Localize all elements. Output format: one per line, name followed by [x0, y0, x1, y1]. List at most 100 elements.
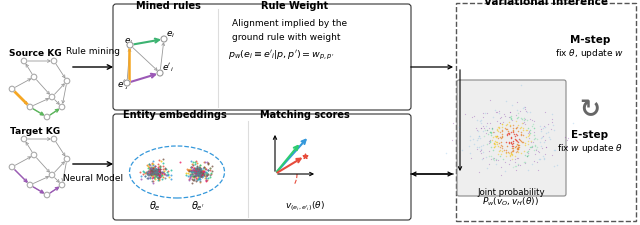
- Point: [508, 143, 518, 146]
- Point: [195, 169, 205, 172]
- Point: [191, 173, 202, 177]
- Point: [147, 172, 157, 176]
- Point: [531, 148, 541, 152]
- Point: [535, 124, 545, 128]
- Point: [498, 158, 508, 162]
- Point: [199, 171, 209, 174]
- Point: [193, 173, 203, 177]
- Point: [488, 131, 498, 134]
- Point: [465, 157, 476, 160]
- Point: [516, 133, 527, 137]
- Point: [188, 163, 198, 167]
- Point: [504, 133, 515, 136]
- Point: [193, 166, 203, 170]
- Point: [192, 171, 202, 175]
- Point: [150, 171, 160, 175]
- Point: [150, 170, 161, 174]
- Point: [467, 138, 477, 142]
- Circle shape: [31, 75, 36, 81]
- Point: [145, 169, 156, 173]
- Point: [138, 170, 148, 173]
- Point: [504, 124, 515, 127]
- Point: [192, 172, 202, 176]
- Point: [486, 158, 496, 161]
- Point: [548, 123, 559, 127]
- Point: [191, 173, 201, 177]
- Point: [494, 126, 504, 129]
- Point: [474, 135, 484, 139]
- Point: [495, 154, 505, 158]
- Point: [486, 146, 496, 149]
- Point: [513, 130, 524, 133]
- Point: [522, 154, 532, 158]
- Point: [192, 172, 202, 175]
- Point: [194, 170, 204, 174]
- Point: [154, 175, 164, 179]
- Point: [196, 174, 207, 177]
- Point: [548, 165, 559, 168]
- Point: [529, 130, 539, 134]
- Point: [525, 140, 536, 143]
- Point: [192, 167, 202, 171]
- Point: [492, 110, 502, 114]
- Point: [147, 170, 157, 173]
- Point: [536, 137, 546, 140]
- Point: [540, 153, 550, 156]
- Point: [195, 163, 205, 167]
- Point: [191, 167, 201, 171]
- Point: [488, 135, 499, 139]
- Point: [196, 170, 206, 173]
- Point: [150, 169, 160, 173]
- Point: [198, 174, 208, 178]
- Point: [522, 111, 532, 115]
- Point: [193, 161, 203, 165]
- Point: [143, 173, 154, 177]
- Point: [148, 173, 158, 177]
- Point: [500, 115, 511, 119]
- Point: [147, 168, 157, 172]
- Point: [501, 124, 511, 128]
- Point: [525, 117, 535, 121]
- Point: [447, 121, 458, 125]
- Point: [193, 170, 203, 174]
- Point: [154, 176, 164, 179]
- Point: [511, 146, 522, 150]
- Point: [200, 177, 211, 180]
- Point: [182, 168, 193, 172]
- Point: [550, 149, 560, 153]
- Point: [496, 144, 506, 147]
- Point: [193, 170, 203, 174]
- Point: [199, 173, 209, 177]
- Point: [182, 169, 193, 172]
- Point: [522, 126, 532, 130]
- Point: [465, 139, 475, 142]
- Point: [194, 172, 204, 176]
- Point: [488, 157, 498, 161]
- Point: [488, 116, 498, 119]
- Point: [476, 148, 486, 151]
- Point: [194, 171, 204, 174]
- Point: [541, 132, 552, 135]
- Point: [150, 172, 160, 176]
- Point: [143, 169, 154, 173]
- Point: [201, 175, 211, 178]
- Point: [523, 131, 533, 135]
- Point: [155, 171, 165, 175]
- Point: [200, 168, 211, 171]
- Point: [149, 168, 159, 172]
- Point: [190, 174, 200, 178]
- Point: [147, 169, 157, 172]
- Point: [545, 137, 556, 141]
- Point: [529, 134, 540, 138]
- Point: [158, 161, 168, 165]
- Point: [186, 172, 196, 176]
- Point: [147, 169, 157, 172]
- Point: [191, 169, 201, 172]
- Point: [527, 145, 537, 149]
- Point: [195, 171, 205, 174]
- Point: [534, 151, 544, 155]
- Point: [492, 134, 502, 138]
- Point: [142, 177, 152, 180]
- Point: [152, 173, 162, 177]
- Point: [547, 121, 557, 124]
